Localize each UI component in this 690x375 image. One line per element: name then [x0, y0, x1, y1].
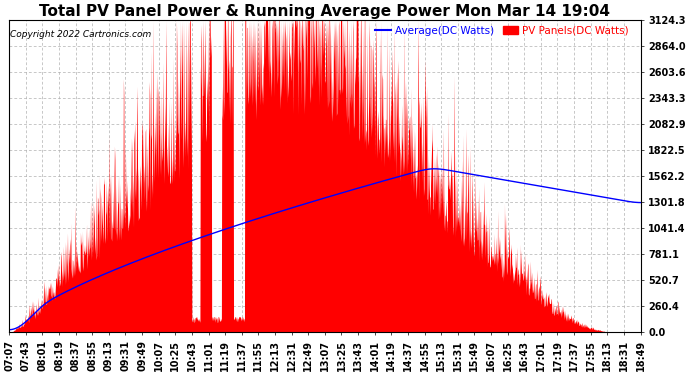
Legend: Average(DC Watts), PV Panels(DC Watts): Average(DC Watts), PV Panels(DC Watts)	[375, 26, 629, 36]
Text: Copyright 2022 Cartronics.com: Copyright 2022 Cartronics.com	[10, 30, 152, 39]
Title: Total PV Panel Power & Running Average Power Mon Mar 14 19:04: Total PV Panel Power & Running Average P…	[39, 4, 611, 19]
